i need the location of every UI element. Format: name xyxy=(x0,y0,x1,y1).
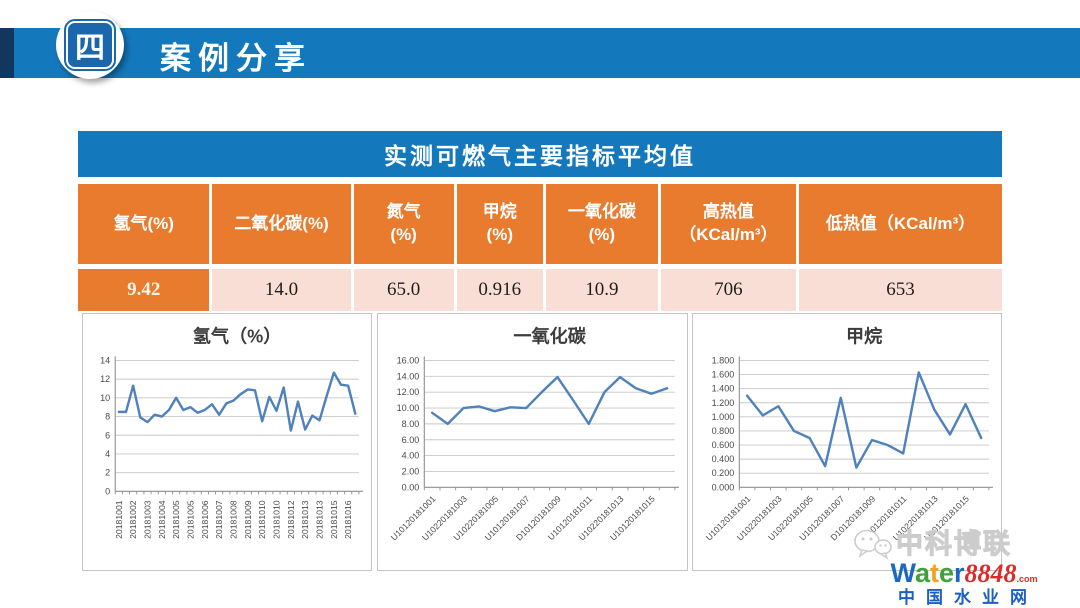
table-header-cell-0: 氢气(%) xyxy=(78,184,210,264)
chart-title: 一氧化碳 xyxy=(513,325,586,346)
chart-title: 氢气（%） xyxy=(193,325,282,346)
watermark-letter: a xyxy=(914,557,930,588)
svg-text:2.00: 2.00 xyxy=(402,466,420,476)
svg-text:1.400: 1.400 xyxy=(712,384,735,394)
section-number-badge: 四 xyxy=(56,11,124,79)
svg-text:8.00: 8.00 xyxy=(402,419,420,429)
table-header-cell-5: 高热值 （KCal/m³） xyxy=(660,184,797,264)
svg-text:1.200: 1.200 xyxy=(712,398,735,408)
svg-text:0.800: 0.800 xyxy=(712,426,735,436)
svg-text:20181013: 20181013 xyxy=(300,500,310,539)
svg-text:12: 12 xyxy=(100,374,110,384)
svg-text:20181010: 20181010 xyxy=(257,500,267,539)
svg-text:4: 4 xyxy=(105,449,110,459)
svg-text:20181008: 20181008 xyxy=(229,500,239,539)
chart-hydrogen: 0 2 4 6 8 10 12 14 20181001 20181002 20181003 20181… xyxy=(82,313,372,571)
chart-svg-0: 0 2 4 6 8 10 12 14 20181001 20181002 20181003 20181… xyxy=(100,325,363,539)
table-header-cell-4: 一氧化碳 (%) xyxy=(545,184,658,264)
table-value-cell-6: 653 xyxy=(799,269,1002,311)
gas-indicators-table: 实测可燃气主要指标平均值 氢气(%) 二氧化碳(%) 氮气 (%) 甲烷 (%) 一氧化… xyxy=(78,131,1002,311)
svg-text:16.00: 16.00 xyxy=(397,355,420,365)
svg-text:10: 10 xyxy=(100,393,110,403)
svg-text:6.00: 6.00 xyxy=(402,435,420,445)
table-header-cell-6: 低热值（KCal/m³） xyxy=(799,184,1002,264)
svg-text:0.000: 0.000 xyxy=(712,482,735,492)
table-value-cell-1: 14.0 xyxy=(212,269,351,311)
watermark-site: 中国水业网 xyxy=(898,588,1038,608)
svg-text:0: 0 xyxy=(105,486,110,496)
watermark-letter: e xyxy=(938,557,954,588)
svg-text:20181006: 20181006 xyxy=(200,500,210,539)
table-value-cell-3: 0.916 xyxy=(456,269,543,311)
data-line xyxy=(430,375,669,426)
chart-svg-1: 0.00 2.00 4.00 6.00 8.00 10.00 12.00 14.00 16.00… xyxy=(389,325,679,543)
data-line xyxy=(117,371,357,432)
svg-text:14.00: 14.00 xyxy=(397,371,420,381)
svg-text:4.00: 4.00 xyxy=(402,451,420,461)
table-title: 实测可燃气主要指标平均值 xyxy=(78,131,1002,177)
svg-text:0.400: 0.400 xyxy=(712,454,735,464)
svg-text:8: 8 xyxy=(105,412,110,422)
svg-text:0.200: 0.200 xyxy=(712,468,735,478)
watermark-brand: 中科博联 xyxy=(896,528,1012,559)
svg-text:20181016: 20181016 xyxy=(343,500,353,539)
watermark-letter: r xyxy=(954,557,965,588)
svg-text:0.600: 0.600 xyxy=(712,440,735,450)
header-band xyxy=(0,28,1080,78)
watermark-logo-number: 8848 xyxy=(964,558,1017,588)
svg-text:20181007: 20181007 xyxy=(214,500,224,539)
svg-text:20181015: 20181015 xyxy=(329,500,339,539)
table-value-cell-0: 9.42 xyxy=(78,269,210,311)
table-header-row: 氢气(%) 二氧化碳(%) 氮气 (%) 甲烷 (%) 一氧化碳 (%) 高热值 （KCa… xyxy=(78,184,1002,264)
svg-text:20181002: 20181002 xyxy=(128,500,138,539)
watermark-logo-word: Water xyxy=(890,559,964,587)
svg-text:20181001: 20181001 xyxy=(114,500,124,539)
wechat-icon xyxy=(854,529,892,560)
svg-text:2: 2 xyxy=(105,468,110,478)
section-number-label: 四 xyxy=(64,19,116,71)
svg-text:10.00: 10.00 xyxy=(397,403,420,413)
svg-text:14: 14 xyxy=(100,355,110,365)
watermark: 中科博联 Water8848.com 中国水业网 xyxy=(850,527,1078,607)
svg-text:20181005: 20181005 xyxy=(171,500,181,539)
watermark-letter: t xyxy=(929,557,939,588)
svg-text:20181004: 20181004 xyxy=(157,500,167,539)
page-title: 案例分享 xyxy=(160,41,312,76)
svg-text:0.00: 0.00 xyxy=(402,482,420,492)
table-header-cell-2: 氮气 (%) xyxy=(353,184,454,264)
table-header-cell-1: 二氧化碳(%) xyxy=(212,184,351,264)
svg-text:20181012: 20181012 xyxy=(286,500,296,539)
svg-text:20181009: 20181009 xyxy=(243,500,253,539)
svg-text:20181003: 20181003 xyxy=(142,500,152,539)
svg-text:20181005: 20181005 xyxy=(186,500,196,539)
watermark-letter: W xyxy=(890,557,915,588)
watermark-logo: Water8848.com xyxy=(850,559,1078,587)
svg-text:6: 6 xyxy=(105,430,110,440)
data-line xyxy=(745,371,983,469)
svg-text:20181013: 20181013 xyxy=(315,500,325,539)
table-value-row: 9.42 14.0 65.0 0.916 10.9 706 653 xyxy=(78,269,1002,311)
table-value-cell-5: 706 xyxy=(660,269,797,311)
svg-text:1.800: 1.800 xyxy=(712,355,735,365)
chart-carbon-monoxide: 0.00 2.00 4.00 6.00 8.00 10.00 12.00 14.00 16.00… xyxy=(377,313,688,571)
watermark-logo-suffix: .com xyxy=(1016,573,1038,584)
svg-text:12.00: 12.00 xyxy=(397,387,420,397)
table-value-cell-2: 65.0 xyxy=(353,269,454,311)
svg-text:1.600: 1.600 xyxy=(712,370,735,380)
header-band-left-cap xyxy=(0,28,14,78)
svg-text:20181010: 20181010 xyxy=(272,500,282,539)
chart-title: 甲烷 xyxy=(846,325,882,346)
table-header-cell-3: 甲烷 (%) xyxy=(456,184,543,264)
svg-text:1.000: 1.000 xyxy=(712,412,735,422)
table-value-cell-4: 10.9 xyxy=(545,269,658,311)
